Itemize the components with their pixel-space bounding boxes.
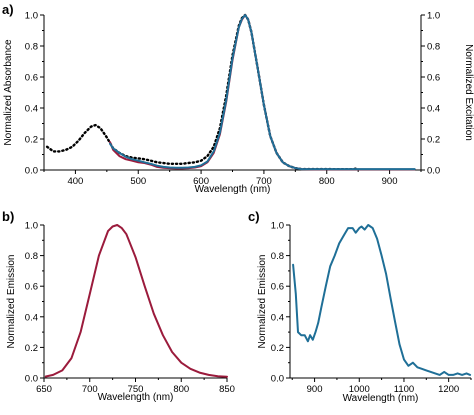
- series-line-blue-solid: [292, 224, 472, 376]
- y-tick-label: 0.0: [25, 166, 38, 177]
- y-tick-label: 0.2: [25, 343, 38, 354]
- y-tick-label: 0.8: [271, 251, 284, 262]
- x-tick-label: 900: [307, 384, 323, 395]
- panel-label: b): [2, 209, 14, 224]
- series-line-black-dotted: [45, 13, 360, 171]
- y-tick-label: 0.4: [25, 104, 38, 115]
- x-axis-label: Wavelength (nm): [98, 392, 174, 403]
- x-tick-label: 700: [256, 176, 272, 187]
- y2-tick-label: 0.4: [427, 104, 440, 115]
- y2-tick-label: 0.0: [427, 166, 440, 177]
- y-tick-label: 0.0: [25, 374, 38, 385]
- y2-axis-label: Normalized Excitation: [463, 44, 474, 141]
- y2-tick-label: 0.6: [427, 73, 440, 84]
- x-axis-label: Wavelength (nm): [195, 184, 271, 195]
- series-line-blue-solid: [109, 14, 416, 171]
- y-tick-label: 0.8: [25, 42, 38, 53]
- y-axis-label: Normalized Emission: [6, 255, 17, 349]
- x-tick-label: 900: [382, 176, 398, 187]
- y-tick-label: 1.0: [25, 11, 38, 22]
- x-tick-label: 400: [67, 176, 83, 187]
- y-tick-label: 0.4: [271, 312, 284, 323]
- y-tick-label: 1.0: [271, 221, 284, 232]
- y-axis-label: Normalized Emission: [257, 255, 268, 349]
- series-line-red-solid: [44, 224, 228, 378]
- y-axis-label: Normalized Absorbance: [3, 39, 14, 146]
- x-tick-label: 800: [319, 176, 335, 187]
- x-tick-label: 850: [219, 384, 235, 395]
- panel-label: c): [248, 209, 260, 224]
- y2-tick-label: 1.0: [427, 11, 440, 22]
- y-tick-label: 0.4: [25, 312, 38, 323]
- panel-a: 0.0 0.0 0.2 0.2 0.4 0.4 0.6 0.6 0.8 0.8 1.0 1.0 400 5…: [2, 2, 474, 195]
- y-tick-label: 0.6: [25, 282, 38, 293]
- x-tick-label: 700: [82, 384, 98, 395]
- x-tick-label: 750: [128, 384, 144, 395]
- x-tick-label: 650: [36, 384, 52, 395]
- y-tick-label: 0.2: [25, 135, 38, 146]
- x-tick-label: 800: [173, 384, 189, 395]
- x-tick-label: 1000: [349, 384, 370, 395]
- panel-c: 0.0 0.2 0.4 0.6 0.8 1.0 900 1000 1100 1200 Wavelen…: [248, 209, 472, 404]
- x-tick-label: 600: [193, 176, 209, 187]
- y-tick-label: 1.0: [25, 221, 38, 232]
- x-tick-label: 1200: [438, 384, 459, 395]
- panel-b: 0.0 0.2 0.4 0.6 0.8 1.0 650 700 750 800 850 Wavelen…: [2, 209, 235, 403]
- y-tick-label: 0.0: [271, 374, 284, 385]
- panel-label: a): [2, 2, 14, 17]
- y2-tick-label: 0.8: [427, 42, 440, 53]
- x-tick-label: 1100: [394, 384, 414, 395]
- x-tick-label: 500: [130, 176, 146, 187]
- y-tick-label: 0.2: [271, 343, 284, 354]
- y-tick-label: 0.6: [271, 282, 284, 293]
- y-tick-label: 0.8: [25, 251, 38, 262]
- y2-tick-label: 0.2: [427, 135, 440, 146]
- y-tick-label: 0.6: [25, 73, 38, 84]
- x-axis-label: Wavelength (nm): [343, 393, 419, 404]
